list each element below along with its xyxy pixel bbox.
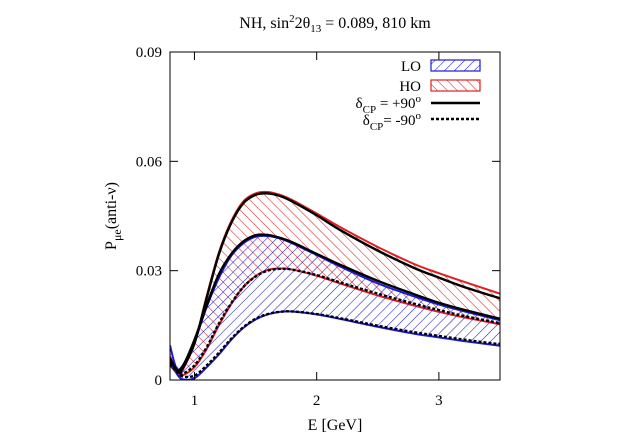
y-tick-label-0.09: 0.09: [136, 45, 162, 61]
y-axis-label: Pμe(anti-ν): [103, 182, 124, 250]
x-axis-label: E [GeV]: [308, 417, 363, 434]
y-tick-label-0: 0: [155, 373, 163, 389]
legend-swatch-lo: [430, 59, 481, 72]
y-tick-label-0.06: 0.06: [136, 154, 163, 170]
x-tick-label-3: 3: [435, 393, 443, 409]
plot-frame: [169, 51, 501, 381]
y-tick-label-0.03: 0.03: [136, 264, 162, 280]
curve-dashed-3: [170, 267, 500, 377]
band-lo-fill: [170, 236, 500, 380]
legend-label-dcp-plus: δCP = +90o: [356, 93, 422, 116]
legend-label-dcp-minus: δCP= -90o: [363, 110, 422, 133]
curve-dashed-4: [170, 310, 500, 379]
legend: LO HO δCP = +90o δCP= -90o: [356, 59, 481, 133]
curve-solid-2: [170, 233, 500, 372]
legend-label-lo: LO: [401, 59, 421, 75]
legend-label-ho: HO: [399, 79, 421, 95]
legend-swatch-ho: [430, 79, 481, 92]
x-tick-label-2: 2: [313, 393, 321, 409]
x-tick-label-1: 1: [191, 393, 199, 409]
curve-solid-1: [170, 192, 500, 375]
chart-title: NH, sin22θ13 = 0.089, 810 km: [239, 13, 431, 35]
